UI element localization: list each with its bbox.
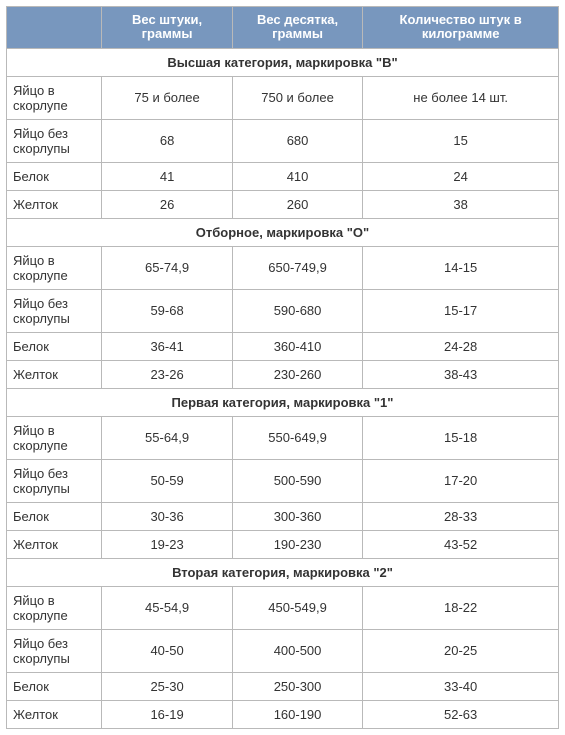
table-row: Яйцо в скорлупе55-64,9550-649,915-18	[7, 416, 559, 459]
table-header-row: Вес штуки, граммы Вес десятка, граммы Ко…	[7, 7, 559, 49]
table-row: Яйцо без скорлупы6868015	[7, 119, 559, 162]
cell-ten: 680	[232, 119, 362, 162]
row-label: Желток	[7, 360, 102, 388]
section-title: Отборное, маркировка "О"	[7, 218, 559, 246]
row-label: Белок	[7, 162, 102, 190]
cell-ten: 250-300	[232, 672, 362, 700]
table-row: Яйцо в скорлупе45-54,9450-549,918-22	[7, 586, 559, 629]
row-label: Белок	[7, 502, 102, 530]
col-unit: Вес штуки, граммы	[102, 7, 232, 49]
table-body: Высшая категория, маркировка "В"Яйцо в с…	[7, 48, 559, 728]
cell-unit: 30-36	[102, 502, 232, 530]
cell-perkg: 38	[363, 190, 559, 218]
cell-perkg: 15-18	[363, 416, 559, 459]
table-row: Яйцо без скорлупы50-59500-59017-20	[7, 459, 559, 502]
cell-unit: 40-50	[102, 629, 232, 672]
table-row: Желток2626038	[7, 190, 559, 218]
cell-unit: 25-30	[102, 672, 232, 700]
cell-unit: 36-41	[102, 332, 232, 360]
cell-ten: 360-410	[232, 332, 362, 360]
table-row: Желток23-26230-26038-43	[7, 360, 559, 388]
section-title: Высшая категория, маркировка "В"	[7, 48, 559, 76]
cell-ten: 300-360	[232, 502, 362, 530]
row-label: Желток	[7, 530, 102, 558]
cell-unit: 41	[102, 162, 232, 190]
cell-ten: 260	[232, 190, 362, 218]
cell-ten: 230-260	[232, 360, 362, 388]
table-row: Белок36-41360-41024-28	[7, 332, 559, 360]
cell-unit: 26	[102, 190, 232, 218]
cell-ten: 500-590	[232, 459, 362, 502]
row-label: Яйцо без скорлупы	[7, 459, 102, 502]
cell-perkg: 28-33	[363, 502, 559, 530]
table-row: Желток16-19160-19052-63	[7, 700, 559, 728]
egg-weight-table: Вес штуки, граммы Вес десятка, граммы Ко…	[6, 6, 559, 729]
col-perkg: Количество штук в килограмме	[363, 7, 559, 49]
cell-perkg: 24	[363, 162, 559, 190]
cell-unit: 45-54,9	[102, 586, 232, 629]
cell-ten: 190-230	[232, 530, 362, 558]
cell-unit: 50-59	[102, 459, 232, 502]
table-row: Яйцо в скорлупе65-74,9650-749,914-15	[7, 246, 559, 289]
section-title-row: Первая категория, маркировка "1"	[7, 388, 559, 416]
cell-perkg: 43-52	[363, 530, 559, 558]
col-empty	[7, 7, 102, 49]
row-label: Яйцо в скорлупе	[7, 246, 102, 289]
section-title: Вторая категория, маркировка "2"	[7, 558, 559, 586]
cell-perkg: 33-40	[363, 672, 559, 700]
table-row: Желток19-23190-23043-52	[7, 530, 559, 558]
cell-perkg: 15-17	[363, 289, 559, 332]
cell-unit: 19-23	[102, 530, 232, 558]
table-row: Яйцо без скорлупы59-68590-68015-17	[7, 289, 559, 332]
col-ten: Вес десятка, граммы	[232, 7, 362, 49]
cell-unit: 59-68	[102, 289, 232, 332]
table-row: Белок4141024	[7, 162, 559, 190]
cell-ten: 410	[232, 162, 362, 190]
cell-perkg: 14-15	[363, 246, 559, 289]
row-label: Желток	[7, 190, 102, 218]
cell-ten: 590-680	[232, 289, 362, 332]
cell-unit: 75 и более	[102, 76, 232, 119]
cell-unit: 16-19	[102, 700, 232, 728]
table-row: Яйцо без скорлупы40-50400-50020-25	[7, 629, 559, 672]
cell-ten: 550-649,9	[232, 416, 362, 459]
table-row: Белок30-36300-36028-33	[7, 502, 559, 530]
cell-perkg: 52-63	[363, 700, 559, 728]
cell-ten: 400-500	[232, 629, 362, 672]
table-row: Белок25-30250-30033-40	[7, 672, 559, 700]
row-label: Яйцо в скорлупе	[7, 416, 102, 459]
cell-unit: 23-26	[102, 360, 232, 388]
cell-ten: 450-549,9	[232, 586, 362, 629]
row-label: Яйцо без скорлупы	[7, 629, 102, 672]
section-title: Первая категория, маркировка "1"	[7, 388, 559, 416]
cell-unit: 65-74,9	[102, 246, 232, 289]
cell-perkg: 24-28	[363, 332, 559, 360]
cell-ten: 160-190	[232, 700, 362, 728]
table-row: Яйцо в скорлупе75 и более750 и болеене б…	[7, 76, 559, 119]
cell-perkg: 20-25	[363, 629, 559, 672]
cell-perkg: 15	[363, 119, 559, 162]
row-label: Белок	[7, 332, 102, 360]
row-label: Белок	[7, 672, 102, 700]
cell-ten: 750 и более	[232, 76, 362, 119]
cell-perkg: 38-43	[363, 360, 559, 388]
section-title-row: Высшая категория, маркировка "В"	[7, 48, 559, 76]
cell-perkg: 18-22	[363, 586, 559, 629]
cell-perkg: не более 14 шт.	[363, 76, 559, 119]
row-label: Желток	[7, 700, 102, 728]
row-label: Яйцо в скорлупе	[7, 586, 102, 629]
row-label: Яйцо без скорлупы	[7, 289, 102, 332]
section-title-row: Вторая категория, маркировка "2"	[7, 558, 559, 586]
cell-unit: 55-64,9	[102, 416, 232, 459]
row-label: Яйцо без скорлупы	[7, 119, 102, 162]
row-label: Яйцо в скорлупе	[7, 76, 102, 119]
section-title-row: Отборное, маркировка "О"	[7, 218, 559, 246]
cell-ten: 650-749,9	[232, 246, 362, 289]
cell-perkg: 17-20	[363, 459, 559, 502]
cell-unit: 68	[102, 119, 232, 162]
